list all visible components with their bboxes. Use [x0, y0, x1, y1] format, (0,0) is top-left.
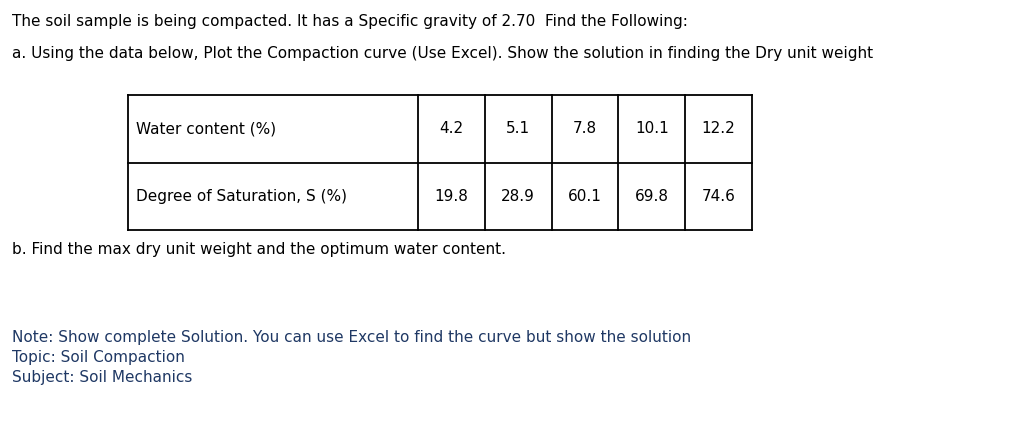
Text: 69.8: 69.8	[635, 189, 669, 204]
Text: 19.8: 19.8	[434, 189, 469, 204]
Text: b. Find the max dry unit weight and the optimum water content.: b. Find the max dry unit weight and the …	[12, 242, 506, 257]
Text: Water content (%): Water content (%)	[136, 121, 277, 136]
Text: Note: Show complete Solution. You can use Excel to find the curve but show the s: Note: Show complete Solution. You can us…	[12, 330, 692, 345]
Text: 12.2: 12.2	[702, 121, 735, 136]
Text: Degree of Saturation, S (%): Degree of Saturation, S (%)	[136, 189, 347, 204]
Text: 60.1: 60.1	[569, 189, 602, 204]
Text: 28.9: 28.9	[501, 189, 535, 204]
Text: 4.2: 4.2	[439, 121, 464, 136]
Text: 74.6: 74.6	[702, 189, 735, 204]
Text: 5.1: 5.1	[506, 121, 530, 136]
Text: The soil sample is being compacted. It has a Specific gravity of 2.70  Find the : The soil sample is being compacted. It h…	[12, 14, 687, 29]
Text: 10.1: 10.1	[635, 121, 668, 136]
Text: 7.8: 7.8	[573, 121, 597, 136]
Text: Topic: Soil Compaction: Topic: Soil Compaction	[12, 350, 185, 365]
Text: a. Using the data below, Plot the Compaction curve (Use Excel). Show the solutio: a. Using the data below, Plot the Compac…	[12, 46, 874, 61]
Text: Subject: Soil Mechanics: Subject: Soil Mechanics	[12, 370, 192, 385]
